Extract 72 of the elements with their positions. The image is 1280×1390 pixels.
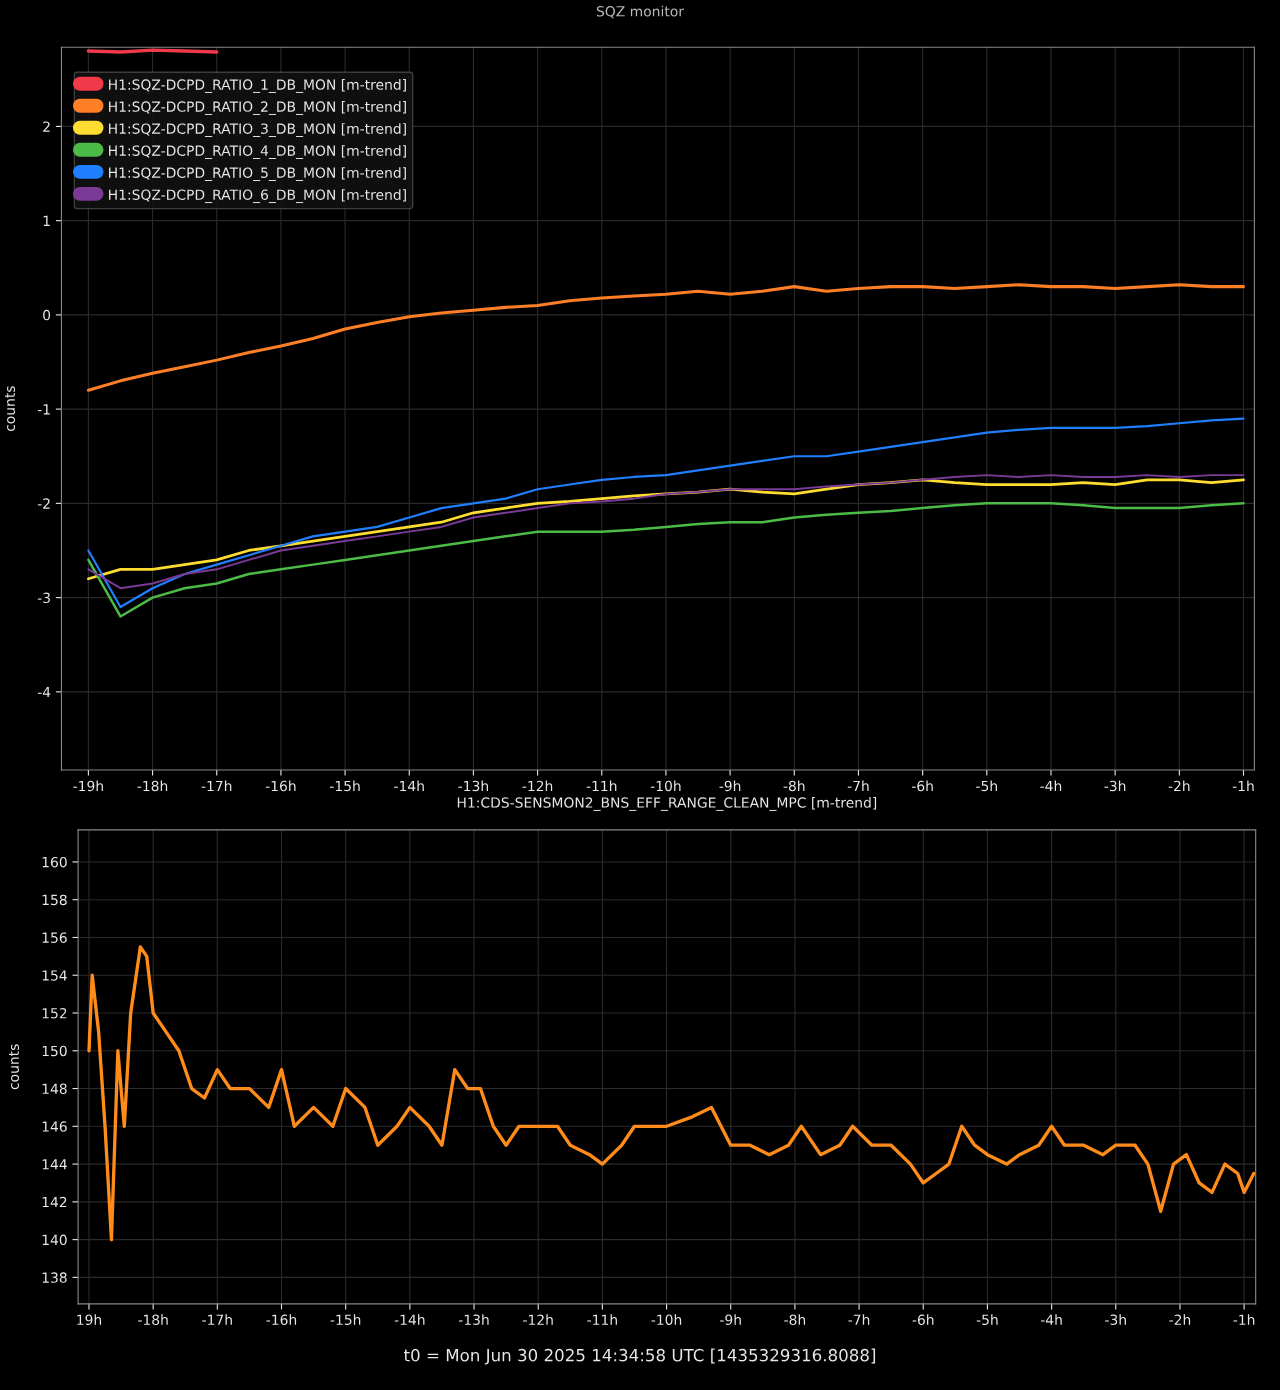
x-tick-label: -11h xyxy=(587,1314,617,1325)
x-tick-label: -7h xyxy=(848,1314,870,1325)
x-tick-label: -5h xyxy=(976,1314,998,1325)
x-tick-label: -9h xyxy=(719,780,741,792)
y-tick-label: 156 xyxy=(42,932,67,943)
y-tick-label: 142 xyxy=(42,1196,67,1208)
x-tick-label: -10h xyxy=(651,1314,682,1325)
y-tick-label: 0 xyxy=(43,309,51,321)
x-tick-label: -10h xyxy=(650,780,681,792)
x-tick-label: -2h xyxy=(1168,780,1190,792)
x-tick-label: -14h xyxy=(394,780,424,792)
x-tick-label: -17h xyxy=(201,780,232,792)
x-tick-label: -17h xyxy=(202,1314,232,1325)
x-tick-label: -1h xyxy=(1233,1314,1255,1325)
x-tick-label: -13h xyxy=(458,780,488,792)
legend-label: H1:SQZ-DCPD_RATIO_6_DB_MON [m-trend] xyxy=(109,189,406,204)
x-tick-label: -11h xyxy=(586,780,617,792)
x-tick-label: -14h xyxy=(394,1314,425,1325)
y-tick-label: 138 xyxy=(42,1272,67,1283)
x-tick-label: -12h xyxy=(523,1314,553,1325)
x-tick-label: -4h xyxy=(1040,780,1062,792)
x-tick-label: -18h xyxy=(137,780,168,792)
y-axis-title: counts xyxy=(5,386,16,432)
y-tick-label: -4 xyxy=(37,686,51,698)
line-series xyxy=(87,417,1245,609)
text: t0 = Mon Jun 30 2025 14:34:58 UTC [1435329316.8088] xyxy=(403,1348,876,1365)
x-tick-label: -7h xyxy=(847,780,869,792)
y-tick-label: 146 xyxy=(42,1121,67,1132)
x-tick-label: -12h xyxy=(522,780,553,792)
x-tick-label: -3h xyxy=(1105,1314,1126,1325)
y-axis-title: counts xyxy=(9,1044,20,1090)
x-tick-label: -16h xyxy=(266,1314,297,1325)
line-series xyxy=(87,502,1245,618)
x-tick-label: -18h xyxy=(138,1314,168,1325)
line-series xyxy=(87,945,1256,1242)
y-tick-label: 1 xyxy=(43,215,50,226)
x-tick-label: -6h xyxy=(912,1314,934,1325)
x-tick-label: -19h xyxy=(73,780,103,792)
legend-label: H1:SQZ-DCPD_RATIO_4_DB_MON [m-trend] xyxy=(109,145,406,159)
chart-title: H1:CDS-SENSMON2_BNS_EFF_RANGE_CLEAN_MPC [m-trend] xyxy=(457,797,877,811)
y-tick-label: -2 xyxy=(37,498,50,509)
y-tick-label: -1 xyxy=(37,404,50,415)
x-tick-label: -15h xyxy=(330,780,360,792)
y-tick-label: 148 xyxy=(42,1083,67,1095)
legend-label: H1:SQZ-DCPD_RATIO_3_DB_MON [m-trend] xyxy=(109,123,406,137)
x-tick-label: -3h xyxy=(1104,780,1126,792)
y-tick-label: 140 xyxy=(42,1234,67,1246)
x-tick-label: -2h xyxy=(1169,1314,1191,1325)
x-tick-label: -8h xyxy=(783,780,805,792)
y-tick-label: 144 xyxy=(42,1159,67,1170)
y-tick-label: 160 xyxy=(42,856,67,868)
x-tick-label: -15h xyxy=(330,1314,361,1325)
x-tick-label: -9h xyxy=(720,1314,741,1325)
y-tick-label: 154 xyxy=(42,970,67,981)
y-tick-label: 150 xyxy=(42,1045,67,1057)
legend-label: H1:SQZ-DCPD_RATIO_5_DB_MON [m-trend] xyxy=(109,167,406,182)
y-tick-label: 152 xyxy=(42,1007,67,1019)
chart-title: SQZ monitor xyxy=(596,5,685,19)
x-tick-label: -13h xyxy=(458,1314,489,1325)
x-tick-label: 19h xyxy=(77,1314,102,1325)
y-tick-label: 2 xyxy=(43,121,50,132)
line-series xyxy=(86,283,1246,392)
y-tick-label: 158 xyxy=(42,894,67,906)
x-tick-label: -1h xyxy=(1232,780,1254,792)
legend-label: H1:SQZ-DCPD_RATIO_2_DB_MON [m-trend] xyxy=(109,101,406,115)
legend-label: H1:SQZ-DCPD_RATIO_1_DB_MON [m-trend] xyxy=(109,79,406,93)
x-tick-label: -5h xyxy=(976,780,997,792)
x-tick-label: -8h xyxy=(784,1314,806,1325)
y-tick-label: -3 xyxy=(37,592,50,604)
x-tick-label: -6h xyxy=(911,780,933,792)
x-tick-label: -4h xyxy=(1040,1314,1062,1325)
x-tick-label: -16h xyxy=(265,780,296,792)
